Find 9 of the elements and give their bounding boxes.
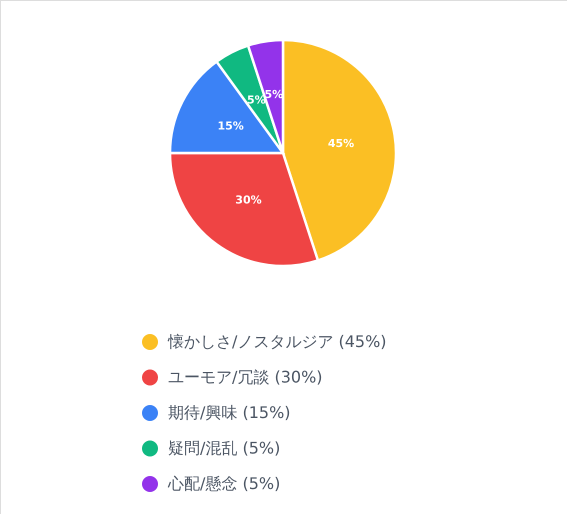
data-label: 15% — [217, 119, 244, 132]
data-label: 45% — [328, 136, 354, 150]
data-label: 30% — [235, 194, 262, 207]
legend-label: 心配/懸念 (5%) — [167, 474, 280, 493]
legend-label: 疑問/混乱 (5%) — [168, 438, 280, 458]
data-label: 5% — [264, 88, 284, 101]
legend-label: 懐かしさ/ノスタルジア (45%) — [167, 332, 387, 351]
legend-label: ユーモア/冗談 (30%) — [168, 368, 323, 386]
legend-label: 期待/興味 (15%) — [168, 403, 291, 422]
